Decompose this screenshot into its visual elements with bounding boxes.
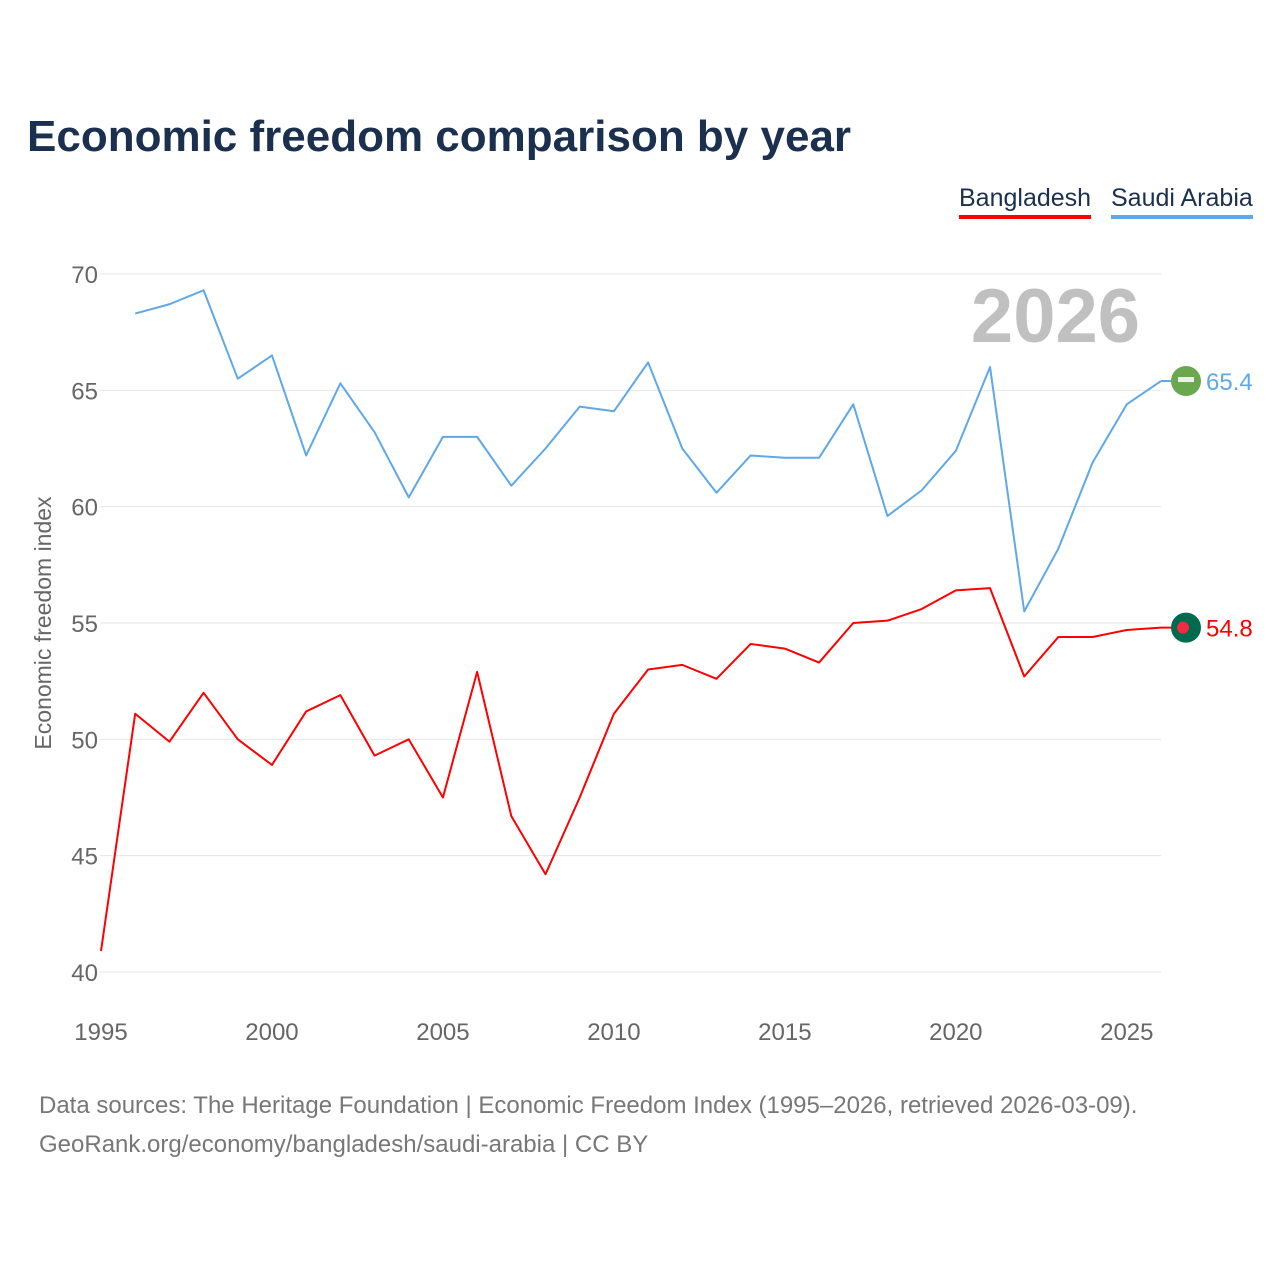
saudi-flag-script [1178,377,1194,383]
x-tick-label: 2005 [416,1019,469,1046]
series-line-saudi-arabia [134,289,1162,613]
footer-sources: Data sources: The Heritage Foundation | … [39,1092,1138,1119]
y-tick-label: 60 [71,495,98,522]
legend-bangladesh[interactable]: Bangladesh [959,184,1092,219]
x-tick-label: 2010 [587,1019,640,1046]
x-tick-label: 1995 [74,1019,127,1046]
x-tick-label: 2015 [758,1019,811,1046]
x-tick-label: 2020 [929,1019,982,1046]
x-tick-label: 2025 [1100,1019,1153,1046]
y-axis-label: Economic freedom index [30,496,56,750]
y-tick-label: 50 [71,727,98,754]
chart-title: Economic freedom comparison by year [27,112,852,161]
bangladesh-flag-disc [1177,621,1189,634]
y-tick-label: 45 [71,844,98,871]
y-tick-label: 70 [71,262,98,289]
series-line-bangladesh [100,587,1162,952]
footer: Data sources: The Heritage Foundation | … [39,1086,1137,1164]
year-watermark: 2026 [971,274,1140,359]
footer-url[interactable]: GeoRank.org/economy/bangladesh/saudi-ara… [39,1131,649,1158]
y-tick-label: 40 [71,960,98,987]
y-tick-label: 65 [71,378,98,405]
x-tick-label: 2000 [245,1019,298,1046]
end-value-label: 65.4 [1206,369,1253,396]
legend-saudi-arabia[interactable]: Saudi Arabia [1111,184,1253,219]
y-tick-label: 55 [71,611,98,638]
end-value-label: 54.8 [1206,616,1253,643]
